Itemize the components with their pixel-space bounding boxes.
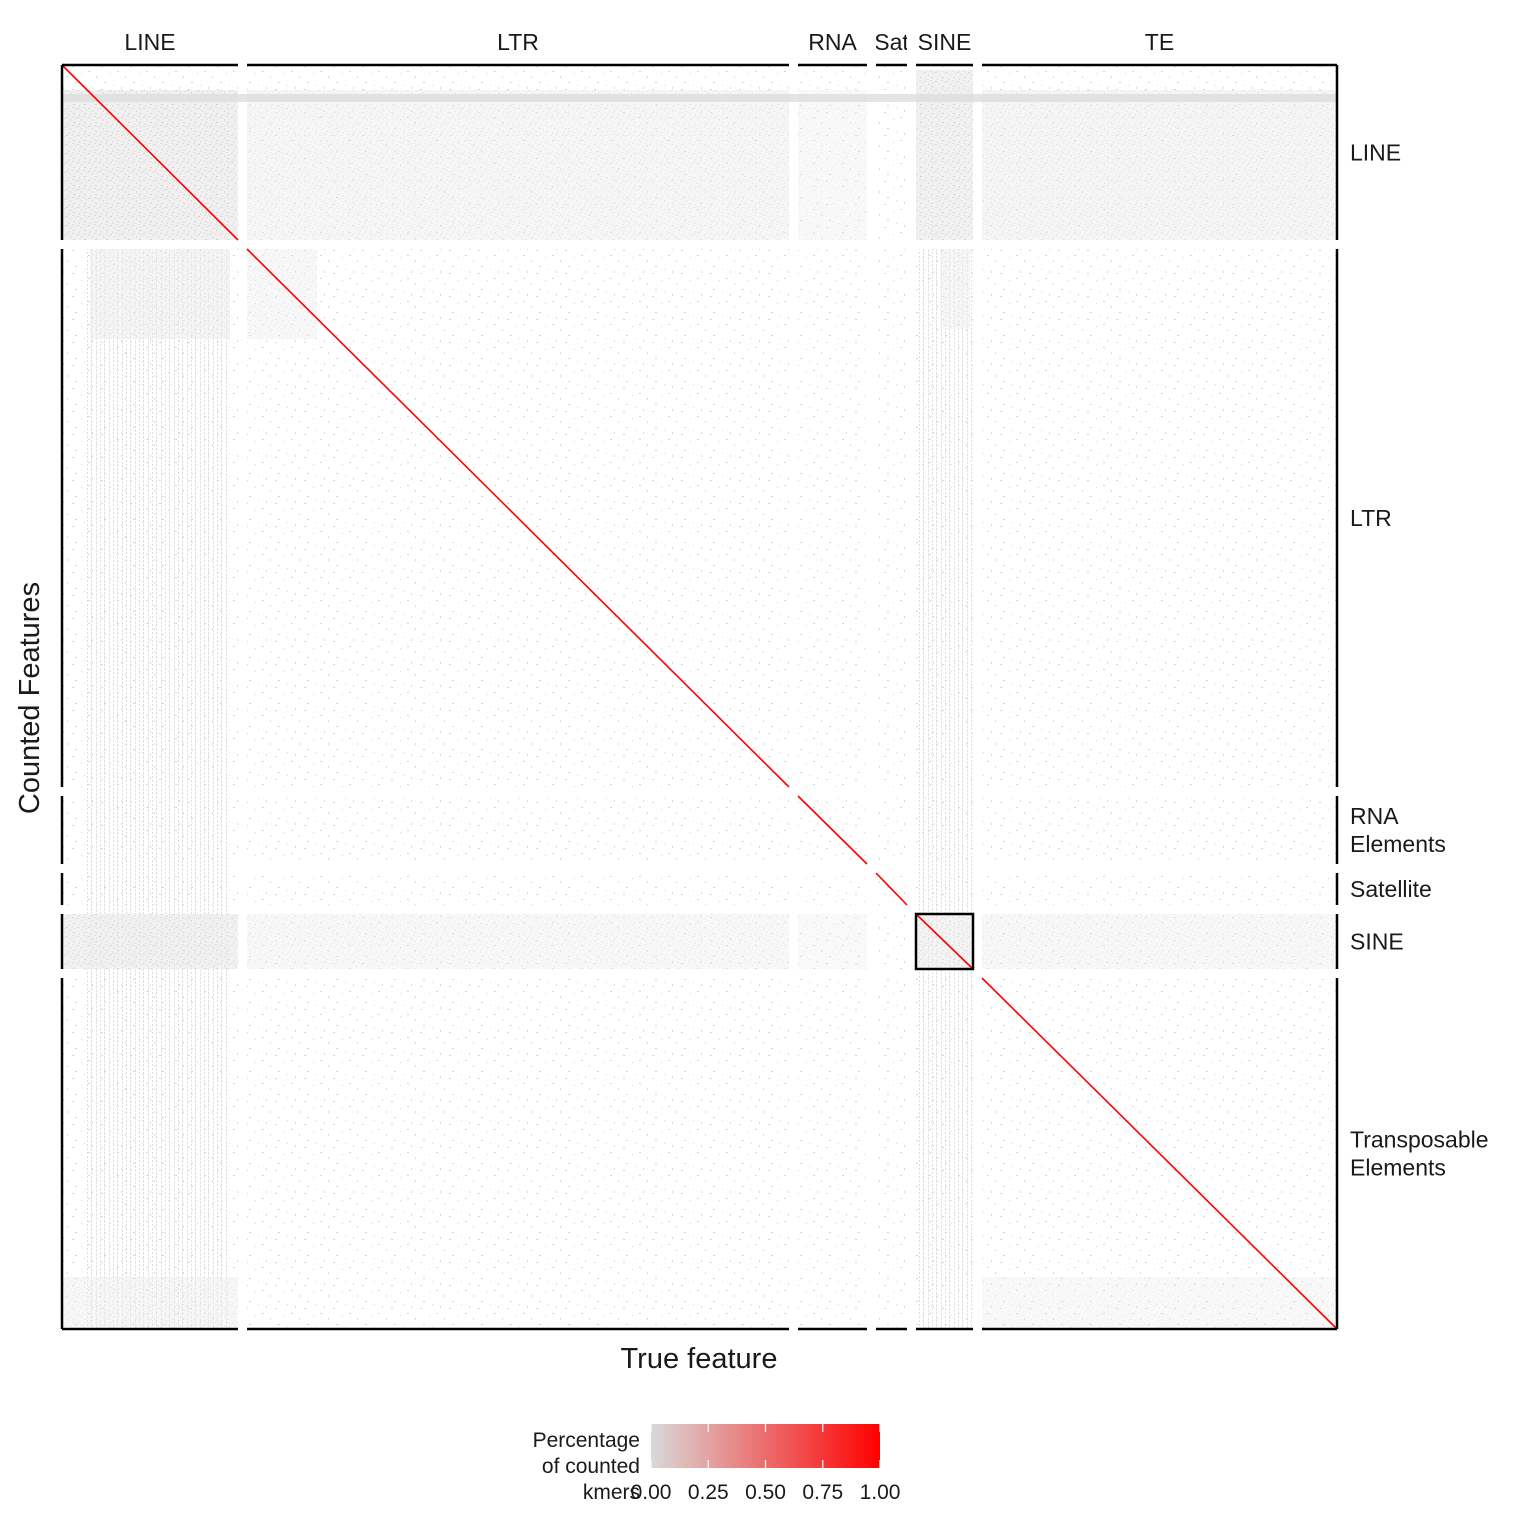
- panel-texture: [876, 796, 907, 864]
- panel-texture: [247, 873, 789, 905]
- dense-region: [85, 249, 230, 1329]
- diagonal-cells-line: [61, 64, 239, 241]
- row-facet-strip: LINE LTR RNA Elements Satellite SINE Transposa…: [1350, 140, 1489, 1181]
- legend-ticks: 0.00 0.25 0.50 0.75 1.00: [631, 1424, 901, 1504]
- legend-title-line: of counted: [542, 1455, 640, 1478]
- column-facet-label-te: TE: [1145, 29, 1174, 55]
- panel-texture: [876, 978, 907, 1329]
- diagonal-cells-ltr: [246, 248, 790, 788]
- dense-region: [982, 90, 1337, 240]
- panel-texture: [247, 796, 789, 864]
- panel-texture: [982, 249, 1337, 787]
- column-facet-label-rna: RNA: [808, 29, 857, 55]
- panel-texture: [247, 978, 789, 1329]
- legend-title: Percentage of counted kmers: [533, 1429, 640, 1504]
- column-facet-label-sat: Sat: [874, 29, 909, 55]
- row-facet-label-sine: SINE: [1350, 929, 1404, 955]
- dense-region: [62, 90, 238, 240]
- legend-tick-label: 0.25: [688, 1481, 729, 1504]
- legend-title-line: kmers: [583, 1481, 640, 1504]
- row-facet-label-satellite: Satellite: [1350, 876, 1432, 902]
- column-facet-strip: LINE LTR RNA Sat SINE TE: [124, 29, 1174, 55]
- diagonal-cells-te: [981, 977, 1338, 1330]
- column-facet-label-ltr: LTR: [497, 29, 539, 55]
- legend-tick-label: 0.50: [745, 1481, 786, 1504]
- legend-tick-label: 0.00: [631, 1481, 672, 1504]
- highlight-box-sine-sine: [914, 912, 975, 971]
- dense-band: [62, 94, 1337, 102]
- diagonal-cells: [61, 64, 1338, 1330]
- diagonal-cells-rna: [797, 795, 868, 865]
- panel-texture: [876, 914, 907, 969]
- panel-texture: [982, 873, 1337, 905]
- dense-region: [62, 914, 238, 969]
- heatmap-texture: [62, 65, 1337, 1329]
- legend-tick-label: 1.00: [860, 1481, 901, 1504]
- dense-region: [798, 90, 867, 240]
- dense-region: [247, 90, 789, 240]
- panel-texture: [798, 249, 867, 787]
- x-axis-title: True feature: [621, 1343, 778, 1375]
- legend-tick-label: 0.75: [802, 1481, 843, 1504]
- diagonal-cells-sat: [875, 872, 908, 906]
- dense-region: [62, 1277, 238, 1327]
- panel-texture: [798, 978, 867, 1329]
- column-facet-label-line: LINE: [124, 29, 175, 55]
- dense-region: [982, 1277, 1337, 1327]
- dense-region: [798, 914, 867, 969]
- dense-region: [982, 914, 1337, 969]
- diagonal-cells-sine: [915, 913, 974, 970]
- panel-texture: [982, 796, 1337, 864]
- row-facet-label-line: LINE: [1350, 140, 1401, 166]
- row-facet-label-rna-elements: RNA Elements: [1350, 803, 1446, 857]
- dense-region: [247, 914, 789, 969]
- dense-region: [247, 249, 317, 339]
- dense-region: [90, 249, 230, 339]
- dense-region: [916, 249, 973, 1329]
- panel-texture: [876, 249, 907, 787]
- panel-texture: [798, 873, 867, 905]
- panel-texture: [876, 65, 907, 240]
- row-facet-label-ltr: LTR: [1350, 505, 1392, 531]
- row-facet-label-transposable-elements: Transposable Elements: [1350, 1127, 1489, 1181]
- dense-region: [940, 249, 970, 329]
- column-facet-label-sine: SINE: [918, 29, 972, 55]
- y-axis-title: Counted Features: [14, 582, 46, 814]
- legend-title-line: Percentage: [533, 1429, 640, 1452]
- facet-frames: [60, 63, 1339, 1331]
